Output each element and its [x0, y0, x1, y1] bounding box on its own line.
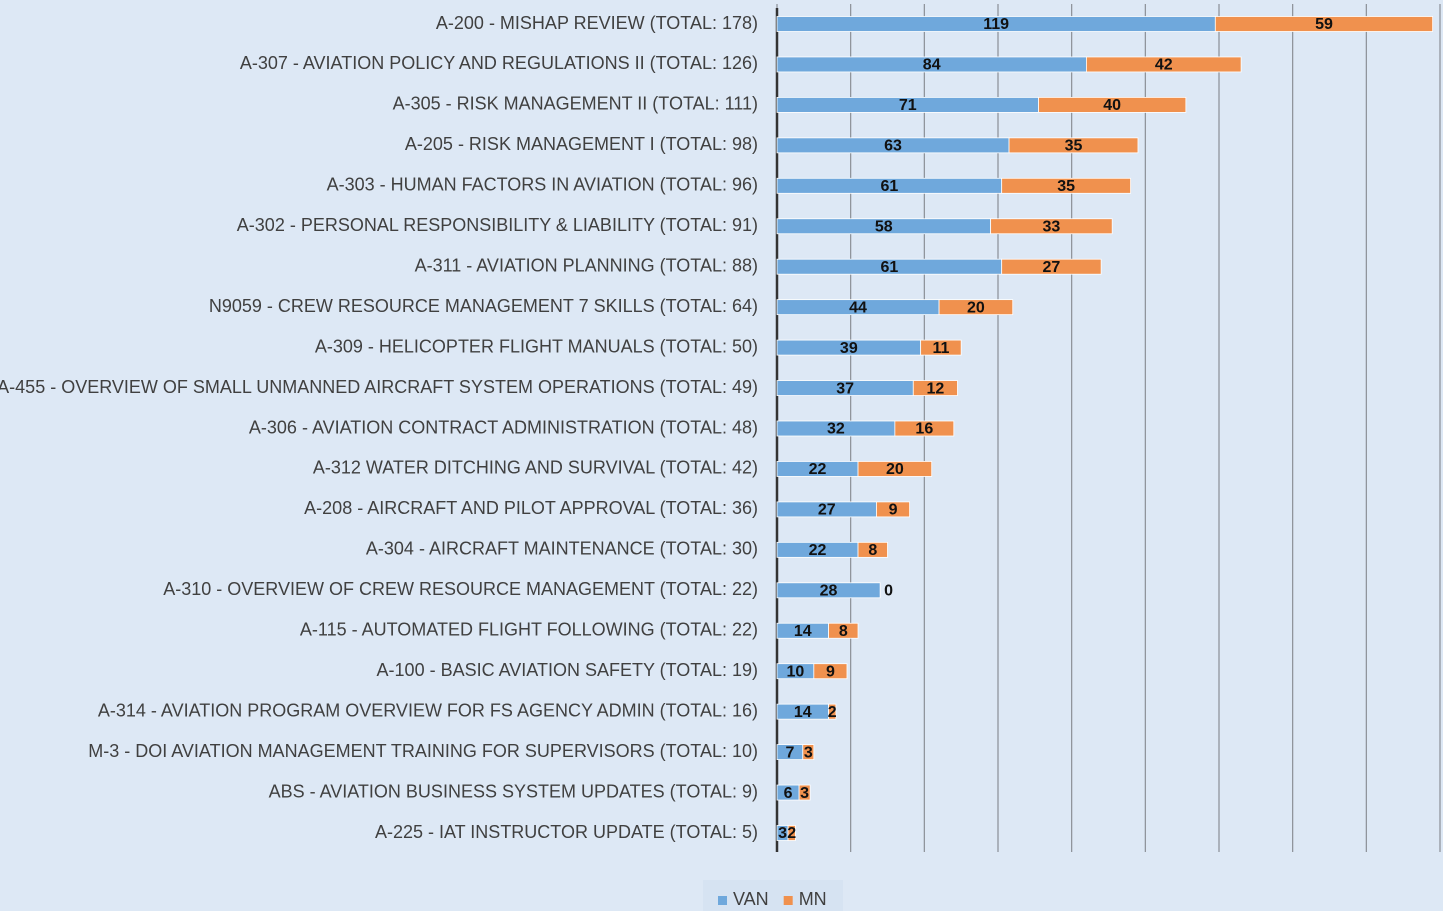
data-label: 42 [1155, 57, 1173, 74]
data-label: 40 [1103, 97, 1121, 114]
category-label: A-303 - HUMAN FACTORS IN AVIATION (TOTAL… [327, 175, 758, 195]
category-label: A-200 - MISHAP REVIEW (TOTAL: 178) [436, 13, 758, 33]
bar-segment [787, 825, 796, 841]
category-label: A-312 WATER DITCHING AND SURVIVAL (TOTAL… [313, 458, 758, 478]
category-label: A-304 - AIRCRAFT MAINTENANCE (TOTAL: 30) [366, 539, 758, 559]
data-label: 9 [826, 663, 835, 680]
data-label: 2 [787, 825, 796, 842]
data-label: 44 [849, 299, 867, 316]
bar-segment [857, 541, 888, 558]
data-label: 39 [840, 340, 858, 357]
bar-segment [990, 218, 1113, 235]
bar-segment [894, 420, 955, 437]
bar-segment [876, 501, 911, 518]
data-label: 61 [880, 259, 898, 276]
data-label: 35 [1065, 138, 1083, 155]
bar-segment [857, 461, 933, 477]
category-label: A-310 - OVERVIEW OF CREW RESOURCE MANAGE… [163, 579, 758, 599]
bar-segment [938, 299, 1014, 316]
category-label: A-115 - AUTOMATED FLIGHT FOLLOWING (TOTA… [300, 620, 758, 640]
data-label: 22 [809, 461, 827, 478]
data-label: 20 [886, 461, 904, 478]
bar-segment [798, 784, 811, 801]
bar-segment [1038, 97, 1187, 113]
data-label: 71 [899, 97, 917, 114]
legend-swatch [783, 896, 793, 905]
data-label: 119 [983, 16, 1009, 33]
category-label: A-307 - AVIATION POLICY AND REGULATIONS … [240, 53, 758, 73]
category-label: A-100 - BASIC AVIATION SAFETY (TOTAL: 19… [377, 660, 758, 680]
data-label: 59 [1315, 16, 1333, 33]
data-label: 7 [785, 744, 794, 761]
category-label: A-311 - AVIATION PLANNING (TOTAL: 88) [415, 255, 758, 275]
data-label: 63 [884, 138, 902, 155]
category-label: A-455 - OVERVIEW OF SMALL UNMANNED AIRCR… [0, 377, 758, 397]
bar-segment [828, 703, 837, 720]
data-label: 16 [915, 421, 933, 438]
data-label: 20 [967, 299, 985, 316]
bar-segment [1001, 258, 1102, 275]
data-label: 3 [800, 785, 809, 802]
data-label: 32 [827, 421, 845, 438]
data-label: 10 [787, 663, 805, 680]
bar-segment [1008, 137, 1139, 154]
category-label: A-302 - PERSONAL RESPONSIBILITY & LIABIL… [237, 215, 758, 235]
bar-segment [912, 380, 958, 396]
data-label: 3 [778, 825, 787, 842]
category-label: A-208 - AIRCRAFT AND PILOT APPROVAL (TOT… [304, 498, 758, 518]
legend-swatch [718, 896, 727, 905]
bar-segment [920, 339, 962, 356]
category-label: A-225 - IAT INSTRUCTOR UPDATE (TOTAL: 5) [375, 822, 758, 842]
legend-label: MN [799, 889, 827, 909]
category-label: N9059 - CREW RESOURCE MANAGEMENT 7 SKILL… [209, 296, 758, 316]
data-label: 35 [1057, 178, 1075, 195]
bar-segment [813, 663, 848, 680]
category-label: A-306 - AVIATION CONTRACT ADMINISTRATION… [249, 417, 758, 437]
data-label: 61 [880, 178, 898, 195]
data-label: 0 [884, 583, 893, 600]
data-label: 14 [794, 704, 812, 721]
data-label: 11 [932, 340, 949, 357]
category-label: A-314 - AVIATION PROGRAM OVERVIEW FOR FS… [98, 700, 758, 720]
data-label: 6 [784, 785, 793, 802]
data-label: 33 [1043, 218, 1061, 235]
data-label: 27 [818, 502, 836, 519]
data-label: 28 [820, 583, 838, 600]
category-label: A-309 - HELICOPTER FLIGHT MANUALS (TOTAL… [315, 336, 758, 356]
data-label: 12 [926, 380, 944, 397]
data-label: 14 [794, 623, 812, 640]
data-label: 8 [839, 623, 848, 640]
category-label: ABS - AVIATION BUSINESS SYSTEM UPDATES (… [269, 781, 758, 801]
data-label: 8 [868, 542, 877, 559]
data-label: 22 [809, 542, 827, 559]
bar-segment [1001, 177, 1132, 194]
data-label: 9 [889, 502, 898, 519]
data-label: 37 [836, 380, 854, 397]
bar-segment [802, 744, 815, 760]
bar-segment [1086, 56, 1242, 73]
bar-segment [1214, 16, 1434, 32]
data-label: 2 [828, 704, 837, 721]
bar-segment [828, 622, 859, 639]
data-label: 3 [804, 744, 813, 761]
data-label: 27 [1043, 259, 1061, 276]
data-label: 84 [923, 57, 941, 74]
legend-box [703, 880, 843, 911]
bar-segment [776, 582, 881, 599]
category-label: A-205 - RISK MANAGEMENT I (TOTAL: 98) [405, 134, 758, 154]
data-label: 58 [875, 218, 893, 235]
category-label: M-3 - DOI AVIATION MANAGEMENT TRAINING F… [88, 741, 758, 761]
category-label: A-305 - RISK MANAGEMENT II (TOTAL: 111) [393, 94, 758, 114]
legend-label: VAN [733, 889, 769, 909]
